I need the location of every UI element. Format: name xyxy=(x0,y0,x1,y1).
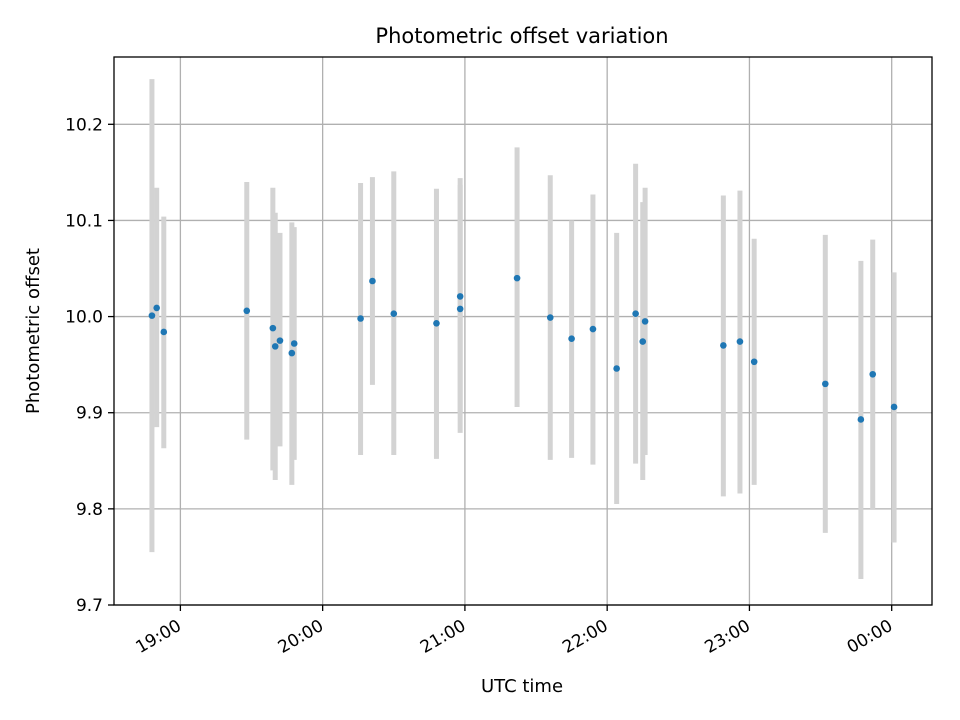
data-point xyxy=(269,324,277,332)
data-point xyxy=(369,277,376,285)
data-point xyxy=(456,305,464,313)
data-point xyxy=(271,343,279,350)
plot-frame xyxy=(113,56,933,606)
y-tick-label: 9.9 xyxy=(76,404,103,424)
data-point xyxy=(288,349,296,357)
data-point xyxy=(290,340,298,347)
data-point xyxy=(613,365,620,372)
data-point xyxy=(276,337,284,344)
data-point xyxy=(568,335,575,342)
y-axis-title: Photometric offset xyxy=(23,248,44,414)
data-point xyxy=(589,325,597,333)
y-tick-label: 10.0 xyxy=(65,308,103,328)
x-axis-title: UTC time xyxy=(481,676,563,697)
data-point xyxy=(513,274,521,282)
chart-title: Photometric offset variation xyxy=(375,24,668,48)
data-point xyxy=(822,380,829,388)
data-point xyxy=(546,314,554,321)
data-point xyxy=(869,370,877,378)
marker-layer xyxy=(148,274,898,423)
y-tick-label: 10.1 xyxy=(65,211,103,231)
y-tick-label: 9.7 xyxy=(76,596,103,616)
data-point xyxy=(720,342,727,349)
data-point xyxy=(357,315,364,322)
data-point xyxy=(641,318,649,325)
tick-layer: 19:00 20:00 21:00 22:00 23:00 00:009.79.89.91… xyxy=(65,115,896,658)
data-point xyxy=(456,293,464,300)
data-point xyxy=(243,307,251,315)
data-point xyxy=(160,328,168,336)
y-tick-label: 10.2 xyxy=(65,115,103,135)
data-point xyxy=(857,416,865,423)
data-point xyxy=(433,320,440,327)
data-point xyxy=(390,310,398,317)
data-point xyxy=(153,304,160,312)
data-point xyxy=(890,403,898,411)
data-point xyxy=(639,338,647,345)
y-tick-label: 9.8 xyxy=(76,500,103,520)
data-point xyxy=(632,310,639,317)
data-point xyxy=(736,338,744,345)
data-point xyxy=(148,312,156,319)
data-point xyxy=(750,358,758,366)
